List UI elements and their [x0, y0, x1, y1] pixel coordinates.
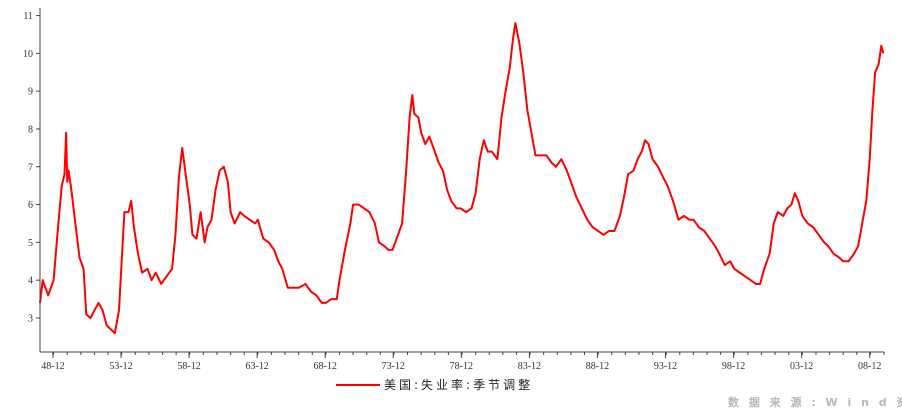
x-tick-label: 73-12 — [382, 361, 405, 372]
y-tick-label: 7 — [28, 162, 33, 173]
legend: 美国:失业率:季节调整 — [336, 377, 533, 392]
y-tick-label: 11 — [23, 11, 33, 22]
y-tick-label: 10 — [23, 49, 33, 60]
x-tick-label: 83-12 — [518, 361, 541, 372]
x-tick-label: 03-12 — [790, 361, 813, 372]
y-tick-label: 9 — [28, 87, 33, 98]
x-tick-label: 48-12 — [41, 361, 64, 372]
x-tick-label: 88-12 — [586, 361, 609, 372]
x-tick-label: 98-12 — [722, 361, 745, 372]
legend-label: 美国:失业率:季节调整 — [384, 377, 533, 392]
x-tick-label: 78-12 — [450, 361, 473, 372]
x-tick-label: 58-12 — [177, 361, 200, 372]
x-tick-label: 08-12 — [858, 361, 881, 372]
y-tick-label: 5 — [28, 238, 33, 249]
plot-area — [39, 22, 885, 335]
y-tick-label: 3 — [28, 313, 33, 324]
source-note: 数 据 来 源 : W i n d 资 讯 — [728, 395, 902, 409]
axes: 3 4 5 6 7 8 9 10 11 48-12 53-12 58-12 63-12 68-12 73-1… — [23, 8, 885, 372]
series-line-0 — [39, 22, 885, 335]
y-tick-label: 4 — [28, 276, 33, 287]
x-tick-label: 63-12 — [245, 361, 268, 372]
y-tick-label: 6 — [28, 200, 33, 211]
x-tick-label: 93-12 — [654, 361, 677, 372]
x-tick-label: 68-12 — [314, 361, 337, 372]
y-tick-label: 8 — [28, 124, 33, 135]
x-tick-label: 53-12 — [109, 361, 132, 372]
